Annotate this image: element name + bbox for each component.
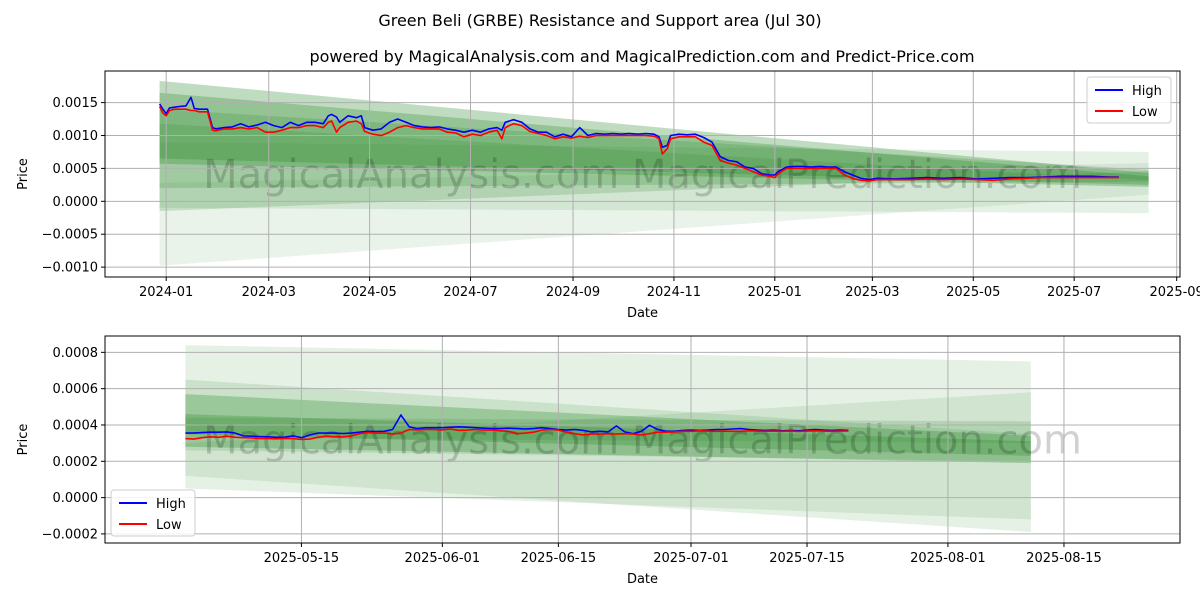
x-tick-label: 2025-07-15 (769, 551, 845, 566)
recent-price-panel: MagicalAnalysis.com MagicalPrediction.co… (16, 335, 1181, 587)
axes-frame (104, 335, 1181, 544)
x-tick-label: 2024-11 (647, 285, 701, 300)
low-price-line (158, 106, 1119, 182)
x-tick-label: 2025-05-15 (264, 551, 340, 566)
high-price-line (185, 414, 849, 439)
y-tick-label: −0.0010 (42, 261, 98, 276)
watermark: MagicalAnalysis.com MagicalPrediction.co… (203, 418, 1082, 464)
support-resistance-band (159, 142, 1149, 214)
watermark: MagicalAnalysis.com MagicalPrediction.co… (203, 152, 1082, 198)
x-tick-label: 2024-03 (242, 285, 296, 300)
plot-area: MagicalAnalysis.com MagicalPrediction.co… (105, 336, 1180, 543)
y-tick-label: 0.0000 (53, 195, 99, 210)
plot-background (105, 71, 1180, 277)
legend-label-low: Low (1132, 105, 1158, 120)
x-tick-label: 2025-01 (748, 285, 802, 300)
price-history-panel: MagicalAnalysis.com MagicalPrediction.co… (16, 70, 1200, 321)
y-tick-label: −0.0005 (42, 228, 98, 243)
x-tick-label: 2025-07-01 (653, 551, 729, 566)
x-tick-label: 2025-08-01 (910, 551, 986, 566)
support-resistance-band (185, 414, 1031, 464)
x-tick-label: 2025-09 (1150, 285, 1200, 300)
support-resistance-band (185, 392, 1031, 520)
y-tick-label: −0.0002 (42, 527, 98, 542)
support-resistance-band (185, 417, 1031, 444)
low-price-line (185, 428, 849, 441)
support-resistance-band (159, 123, 1149, 212)
plot-background (105, 336, 1180, 543)
chart-subtitle: powered by MagicalAnalysis.com and Magic… (309, 47, 974, 66)
x-tick-label: 2025-03 (845, 285, 899, 300)
legend-label-low: Low (156, 518, 182, 533)
y-tick-label: 0.0006 (53, 382, 99, 397)
chart-title: Green Beli (GRBE) Resistance and Support… (378, 11, 821, 30)
legend: High Low (110, 489, 196, 537)
support-resistance-band (159, 163, 1149, 266)
legend-label-high: High (156, 497, 186, 512)
x-tick-label: 2025-06-15 (521, 551, 597, 566)
y-tick-label: 0.0010 (53, 129, 99, 144)
legend-label-high: High (1132, 84, 1162, 99)
legend: High Low (1086, 76, 1172, 124)
y-tick-label: 0.0005 (53, 162, 99, 177)
y-tick-label: 0.0002 (53, 455, 99, 470)
y-axis-label: Price (16, 424, 31, 456)
x-tick-label: 2024-05 (342, 285, 396, 300)
y-tick-label: 0.0008 (53, 346, 99, 361)
y-tick-label: 0.0000 (53, 491, 99, 506)
x-tick-label: 2025-08-15 (1026, 551, 1102, 566)
x-axis-label: Date (627, 572, 658, 587)
y-tick-label: 0.0004 (53, 418, 99, 433)
support-resistance-band (185, 345, 1031, 533)
y-axis-label: Price (16, 158, 31, 190)
x-tick-label: 2024-09 (546, 285, 600, 300)
support-resistance-band (159, 92, 1149, 185)
x-tick-label: 2025-05 (946, 285, 1000, 300)
y-tick-label: 0.0015 (53, 96, 99, 111)
x-axis-label: Date (627, 306, 658, 321)
x-tick-label: 2025-06-01 (405, 551, 481, 566)
high-price-line (158, 96, 1119, 181)
x-tick-label: 2024-01 (139, 285, 193, 300)
axes-frame (104, 70, 1181, 278)
support-resistance-band (185, 379, 1031, 462)
x-tick-label: 2025-07 (1047, 285, 1101, 300)
x-tick-label: 2024-07 (443, 285, 497, 300)
plot-area: MagicalAnalysis.com MagicalPrediction.co… (105, 71, 1180, 277)
